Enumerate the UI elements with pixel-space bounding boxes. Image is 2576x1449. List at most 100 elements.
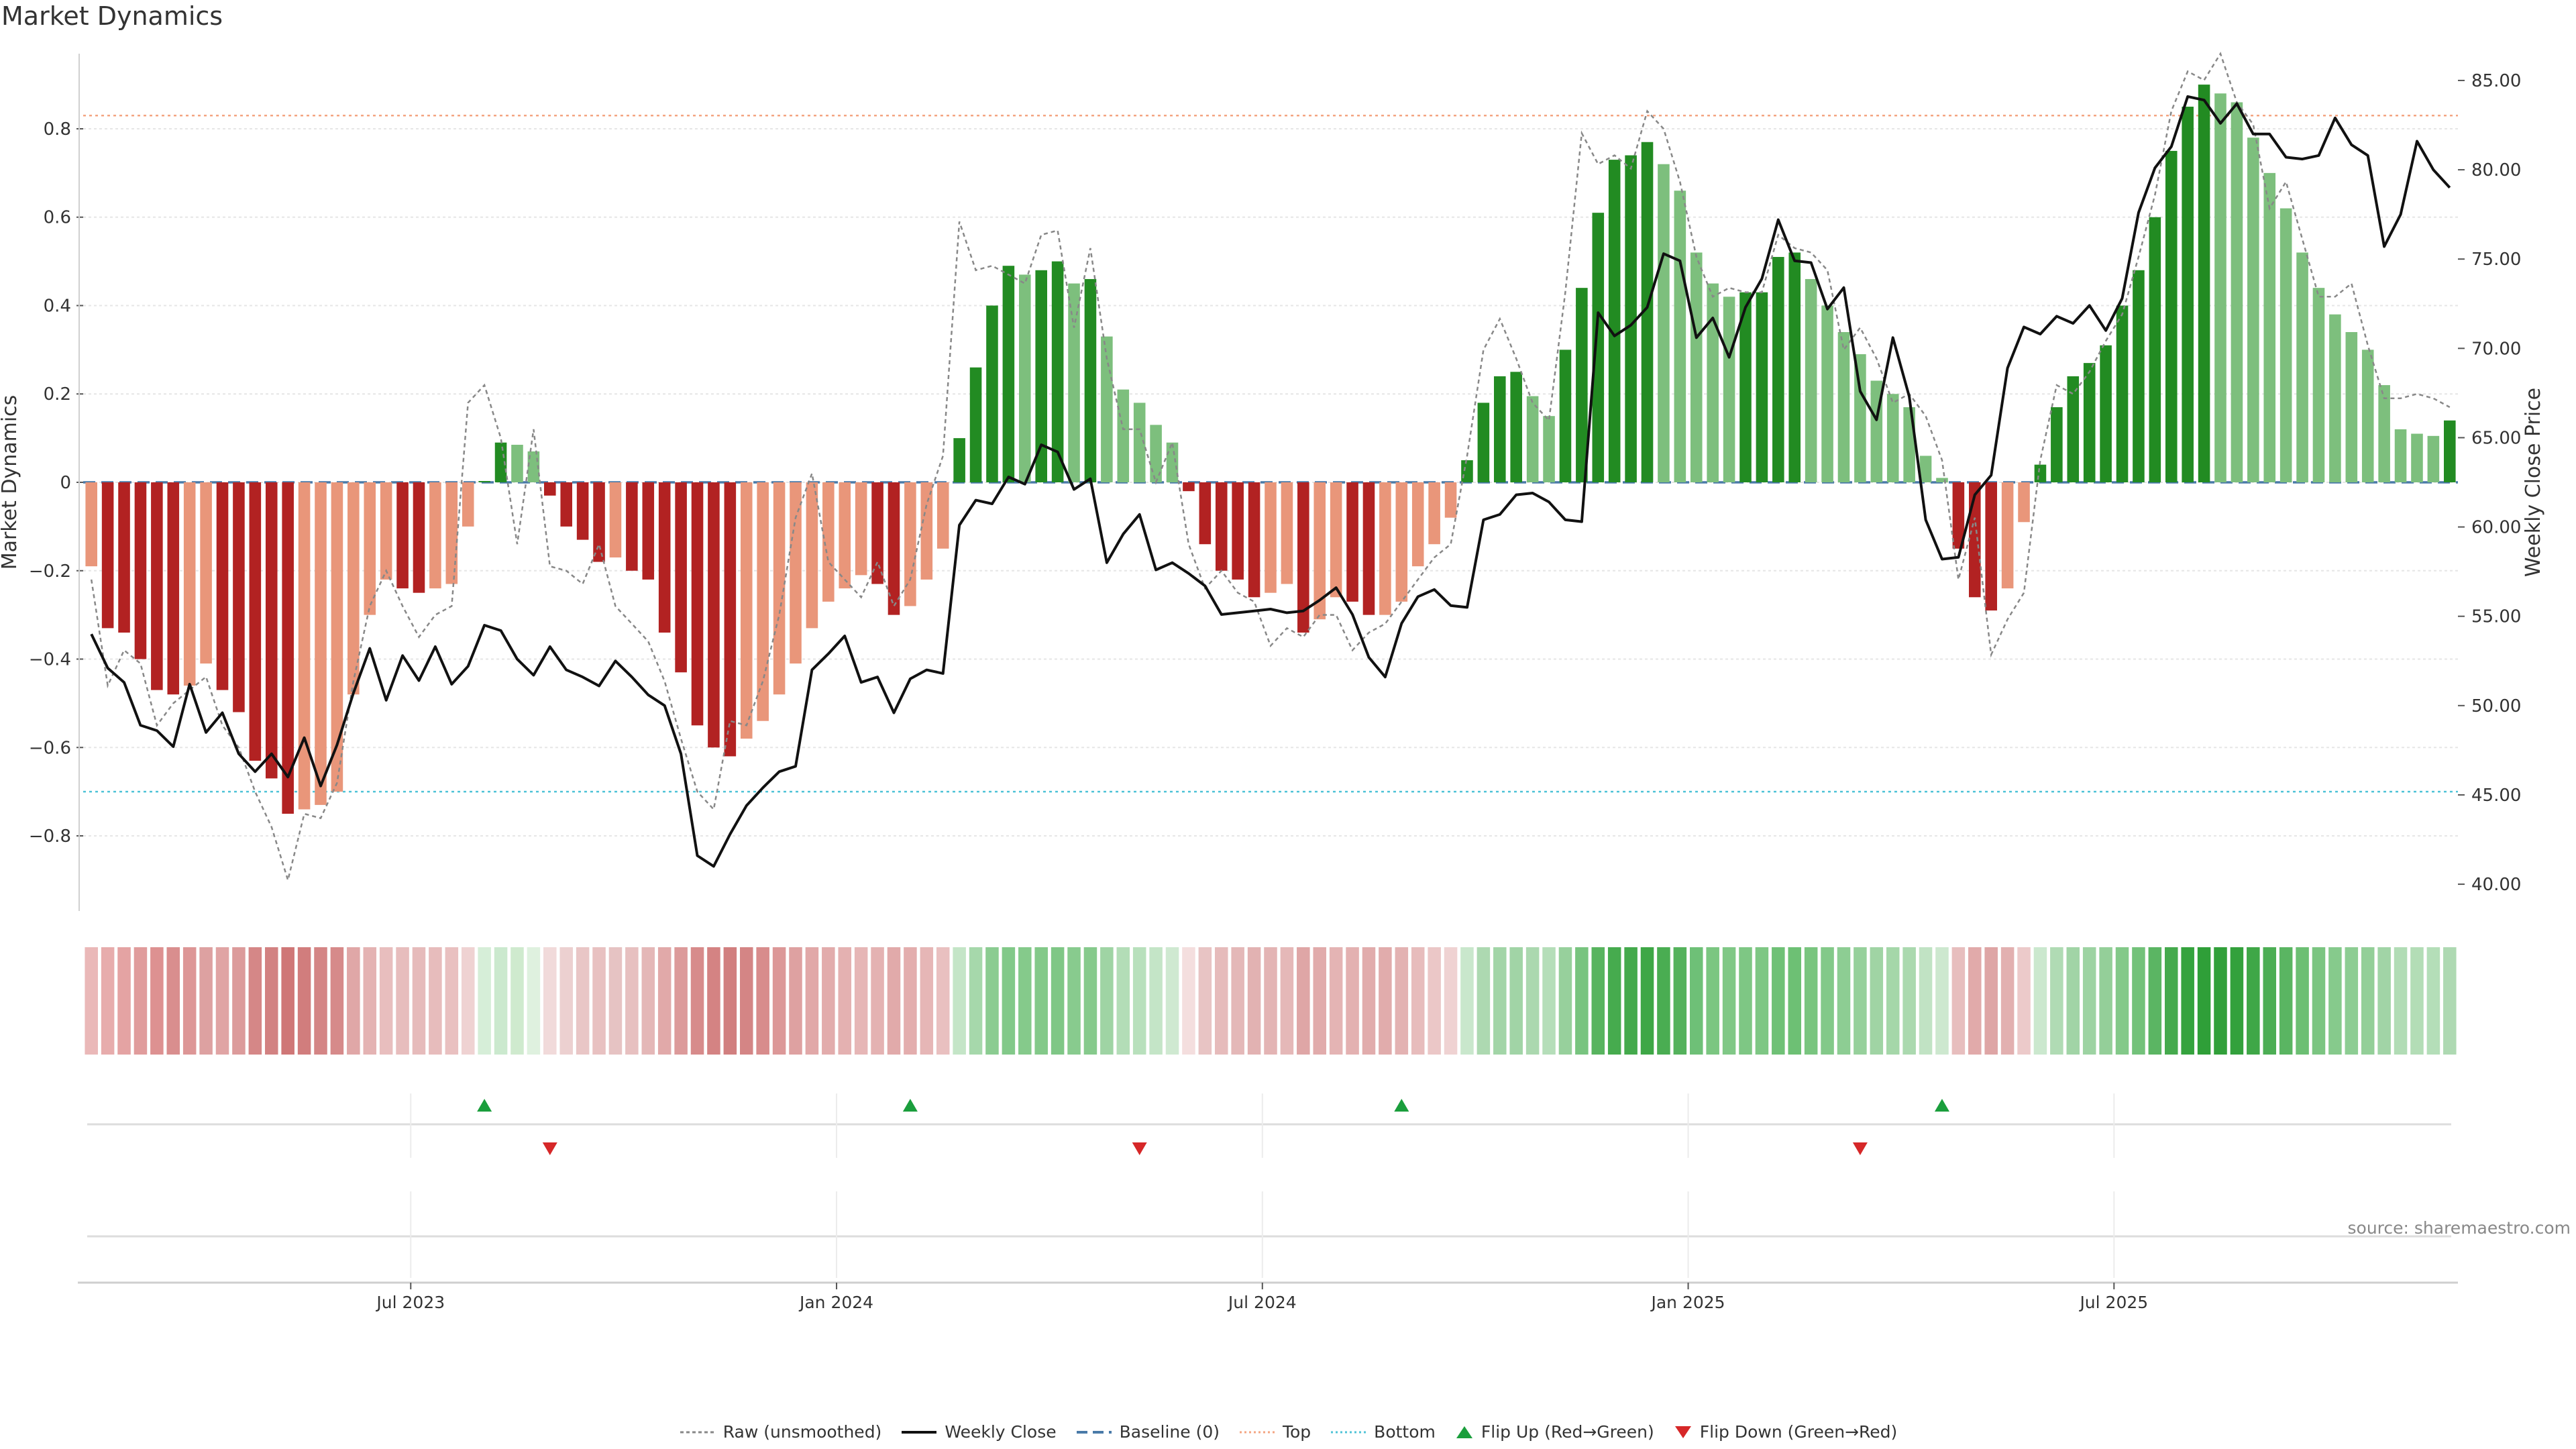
heatmap-cell [1198, 947, 1212, 1055]
bar [1739, 292, 1752, 482]
bar [1084, 278, 1097, 482]
bar [2182, 107, 2194, 483]
heatmap-cell [2410, 947, 2424, 1055]
y-tick-label: −0.2 [29, 561, 71, 582]
bar [511, 445, 523, 482]
heatmap-cell [1379, 947, 1392, 1055]
y2-tick-label: 45.00 [2471, 786, 2521, 806]
bar [773, 482, 786, 695]
heatmap-cell [396, 947, 409, 1055]
heatmap-cell [511, 947, 524, 1055]
bar [1346, 482, 1358, 602]
heatmap-cell [1525, 947, 1540, 1055]
x-tick-label: Jan 2024 [798, 1293, 873, 1312]
heatmap-cell [739, 947, 753, 1055]
heatmap-cell [1722, 947, 1736, 1055]
bar [1297, 482, 1309, 633]
heatmap-cell [674, 947, 688, 1055]
axes: 0.8 0.6 0.4 0.2 0 −0.2 −0.4 −0.6 −0.8 85.00 80.00 7… [0, 54, 2545, 911]
y2-tick-label: 50.00 [2471, 696, 2521, 716]
y-tick-label: 0.2 [44, 384, 71, 405]
legend-item-close: Weekly Close [900, 1422, 1057, 1442]
bar [380, 482, 392, 580]
bar [1985, 482, 1997, 611]
x-tick-label: Jul 2025 [2078, 1293, 2148, 1312]
bar [2034, 464, 2047, 482]
heatmap-cell [1739, 947, 1752, 1055]
heatmap-cell [1395, 947, 1409, 1055]
heatmap-cell [527, 947, 541, 1055]
heatmap-cell [1575, 947, 1589, 1055]
heatmap-cell [772, 947, 786, 1055]
bar [429, 482, 441, 589]
bar [675, 482, 687, 673]
heatmap-cell [2148, 947, 2162, 1055]
close-line-group [90, 95, 2451, 868]
bar [2165, 150, 2178, 482]
bar [1592, 213, 1605, 482]
heatmap-cell [1067, 947, 1081, 1055]
bar [1756, 292, 1768, 482]
y-tick-label: −0.6 [29, 738, 71, 758]
bar [1215, 482, 1228, 571]
bar [871, 482, 883, 584]
heatmap-cell [1002, 947, 1016, 1055]
bar [134, 482, 147, 659]
bar [396, 482, 409, 589]
heatmap-cell [805, 947, 819, 1055]
heatmap-cell [85, 947, 98, 1055]
heatmap-cell [150, 947, 164, 1055]
bar [2198, 85, 2210, 482]
flip-up-icon [1456, 1426, 1472, 1438]
bar [1658, 164, 1670, 482]
y2-tick-label: 55.00 [2471, 607, 2521, 627]
heatmap-cell [2115, 947, 2129, 1055]
heatmap-cell [1280, 947, 1294, 1055]
heatmap-cell [1214, 947, 1228, 1055]
heatmap-cell [789, 947, 802, 1055]
legend-close-swatch [902, 1430, 937, 1434]
bar [1265, 482, 1277, 593]
heatmap-cell [2050, 947, 2063, 1055]
bar [2083, 363, 2096, 482]
heatmap-cell [1788, 947, 1802, 1055]
heatmap-cell [2033, 947, 2047, 1055]
bar [1854, 354, 1866, 482]
bar [740, 482, 753, 739]
heatmap-cell [2132, 947, 2145, 1055]
heatmap-cell [723, 947, 737, 1055]
heatmap-cell [1247, 947, 1261, 1055]
heatmap-cell [1706, 947, 1719, 1055]
bar [1232, 482, 1244, 580]
bar [1707, 283, 1719, 482]
bar [593, 482, 605, 562]
heatmap-cell [1132, 947, 1146, 1055]
bar [1035, 270, 1047, 482]
heatmap-cell [2296, 947, 2309, 1055]
heatmap-cell [1902, 947, 1916, 1055]
heatmap-cell [756, 947, 769, 1055]
bar [1674, 191, 1686, 482]
bar [1379, 482, 1391, 615]
bar [413, 482, 425, 593]
heatmap-cell [314, 947, 327, 1055]
heatmap-cell [1149, 947, 1163, 1055]
legend-item-baseline: Baseline (0) [1075, 1422, 1220, 1442]
bar [1837, 332, 1850, 482]
bar [249, 482, 262, 761]
heatmap-cell [592, 947, 606, 1055]
heatmap-cell [1542, 947, 1556, 1055]
bar [1313, 482, 1326, 620]
bar [855, 482, 867, 576]
heatmap-cell [1329, 947, 1343, 1055]
bar [2296, 252, 2308, 482]
heatmap-cell [1362, 947, 1376, 1055]
heatmap-cell [363, 947, 377, 1055]
bar [1919, 455, 1932, 482]
heatmap-cell [1854, 947, 1867, 1055]
heatmap-cell [2181, 947, 2194, 1055]
y2-tick-label: 65.00 [2471, 428, 2521, 448]
legend-item-raw: Raw (unsmoothed) [679, 1422, 881, 1442]
heatmap-cell [215, 947, 229, 1055]
